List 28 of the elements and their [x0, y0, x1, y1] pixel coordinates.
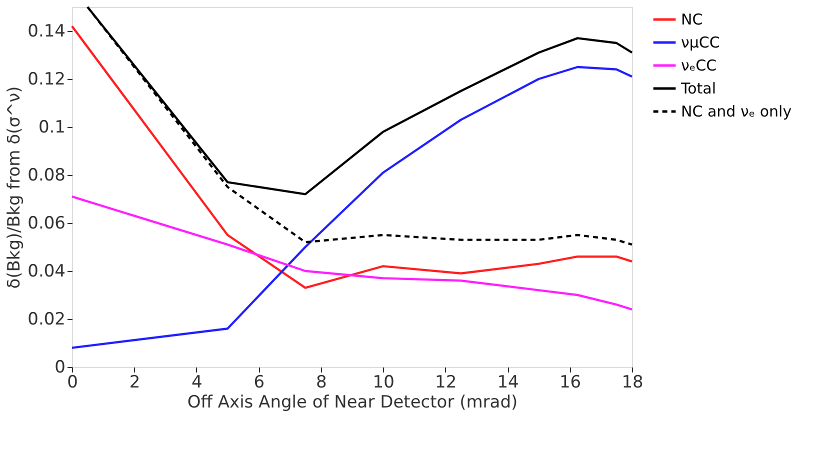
x-tick-label: 4	[192, 372, 202, 392]
y-tick-label: 0.08	[28, 166, 66, 186]
y-axis-title: δ(Bkg)/Bkg from δ(σ^ν)	[4, 86, 25, 289]
legend-label: NC and νₑ only	[681, 102, 792, 120]
legend-label: Total	[680, 80, 716, 98]
y-tick-label: 0.06	[28, 214, 66, 234]
x-tick-label: 2	[129, 372, 140, 392]
y-tick-label: 0.1	[38, 118, 66, 138]
y-tick-label: 0.12	[28, 70, 66, 90]
x-tick-label: 8	[316, 372, 327, 392]
y-tick-label: 0.02	[28, 310, 66, 330]
legend-label: νₑCC	[681, 56, 717, 74]
legend-label: νμCC	[681, 34, 720, 52]
legend-label: NC	[681, 10, 703, 28]
line-series	[70, 196, 634, 310]
y-tick-label: 0.14	[28, 22, 66, 42]
line-series	[70, 66, 634, 349]
x-tick-label: 16	[559, 372, 582, 392]
x-tick-label: 6	[254, 372, 265, 392]
line-series	[70, 25, 634, 289]
x-tick-label: 10	[372, 372, 394, 392]
y-tick-label: 0	[54, 358, 66, 378]
y-tick-label: 0.04	[28, 262, 66, 282]
x-tick-label: 18	[622, 372, 644, 392]
x-tick-label: 0	[67, 372, 78, 392]
x-tick-label: 14	[497, 372, 519, 392]
x-tick-label: 12	[435, 372, 457, 392]
x-axis-title: Off Axis Angle of Near Detector (mrad)	[187, 392, 518, 412]
